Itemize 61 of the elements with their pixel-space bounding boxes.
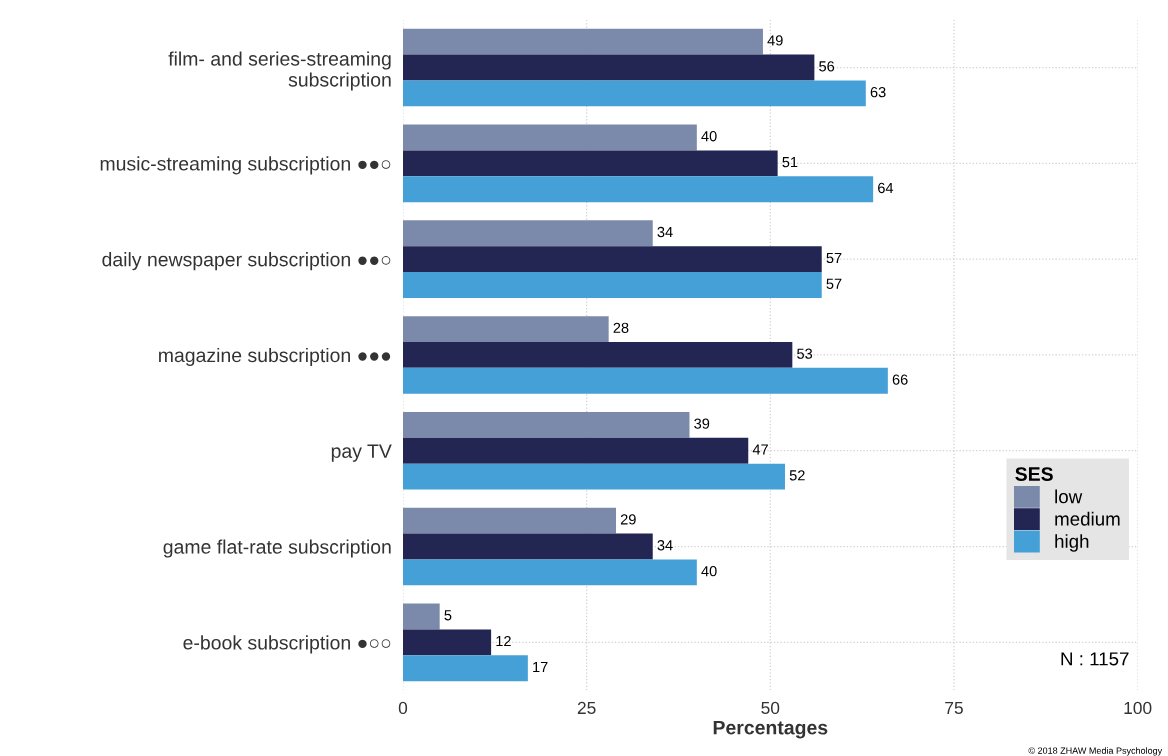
data-label: 47: [752, 444, 768, 455]
data-label: 34: [657, 226, 673, 238]
bar: [402, 176, 874, 203]
bar: [402, 316, 609, 343]
data-label: 39: [694, 418, 710, 429]
bar: [402, 272, 822, 298]
data-label: 56: [819, 61, 835, 72]
bar: [402, 80, 866, 107]
bar: [402, 655, 528, 682]
data-label: 57: [826, 252, 842, 264]
y-tick-label: music-streaming subscription ●●○: [100, 156, 391, 175]
data-label: 12: [496, 635, 511, 647]
bar: [402, 367, 888, 394]
bar: [402, 220, 653, 247]
data-label: 29: [620, 514, 636, 525]
x-axis-title: Percentages: [713, 720, 828, 739]
data-label: 51: [782, 157, 798, 168]
bar: [402, 559, 697, 586]
y-tick-label: daily newspaper subscription ●●○: [102, 252, 391, 271]
annotation: N : 1157: [1061, 652, 1129, 666]
x-tick-label: 0: [398, 701, 408, 715]
x-tick-label: 75: [945, 701, 963, 715]
data-label: 40: [701, 565, 717, 577]
y-tick-label: film- and series-streaming subscription: [168, 51, 391, 91]
bar: [402, 28, 763, 55]
bar: [402, 463, 785, 490]
y-tick-label: pay TV: [331, 444, 392, 462]
text: © 2018 ZHAW Media Psychology: [1028, 747, 1163, 756]
bar: [402, 629, 492, 656]
y-tick-label: magazine subscription ●●●: [159, 347, 391, 367]
bar: [402, 150, 778, 177]
x-tick-label: 25: [577, 701, 596, 715]
data-label: 64: [878, 182, 894, 194]
y-tick-label: game flat-rate subscription: [163, 539, 391, 558]
legend-label: high: [1055, 534, 1089, 552]
data-label: 17: [533, 661, 548, 672]
bar: [402, 603, 440, 630]
data-label: 57: [826, 278, 842, 289]
legend-title: SES: [1015, 467, 1053, 481]
data-label: 49: [767, 35, 783, 46]
x-tick-label: 50: [761, 701, 780, 715]
data-label: 5: [444, 610, 452, 621]
x-tick-label: 100: [1124, 701, 1152, 715]
y-tick-label: e-book subscription ●○○: [183, 635, 391, 654]
bar: [402, 533, 653, 560]
legend-label: low: [1055, 489, 1083, 504]
data-label: 34: [657, 540, 673, 551]
bar: [402, 507, 617, 534]
data-label: 52: [789, 470, 805, 481]
data-label: 63: [870, 87, 886, 98]
bar: [402, 411, 690, 438]
bar: [402, 54, 815, 81]
legend-label: medium: [1055, 511, 1120, 526]
data-label: 28: [613, 322, 629, 333]
data-label: 53: [797, 348, 813, 359]
data-label: 40: [701, 131, 717, 142]
bar: [402, 342, 793, 368]
bar: [402, 124, 697, 151]
bar: [402, 246, 822, 273]
data-label: 66: [892, 374, 908, 385]
bar: [402, 437, 749, 464]
